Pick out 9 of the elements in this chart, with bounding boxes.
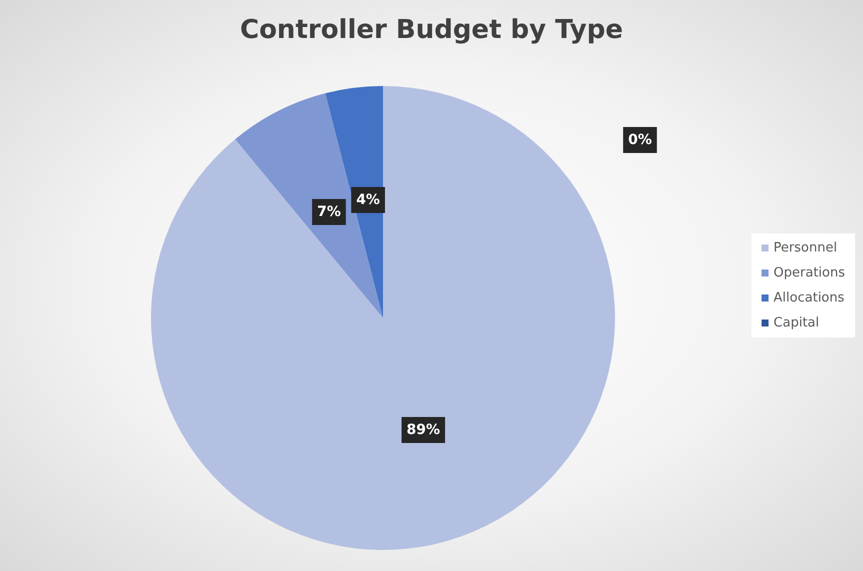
chart-title: Controller Budget by Type — [240, 15, 624, 45]
data-label: 89% — [406, 422, 440, 438]
legend-label: Capital — [774, 316, 820, 330]
data-label: 4% — [356, 192, 380, 208]
data-label: 7% — [317, 204, 341, 220]
legend-label: Operations — [774, 266, 846, 280]
legend-label: Personnel — [774, 240, 838, 256]
text: 0% — [628, 132, 652, 148]
legend-label: Allocations — [774, 290, 845, 306]
